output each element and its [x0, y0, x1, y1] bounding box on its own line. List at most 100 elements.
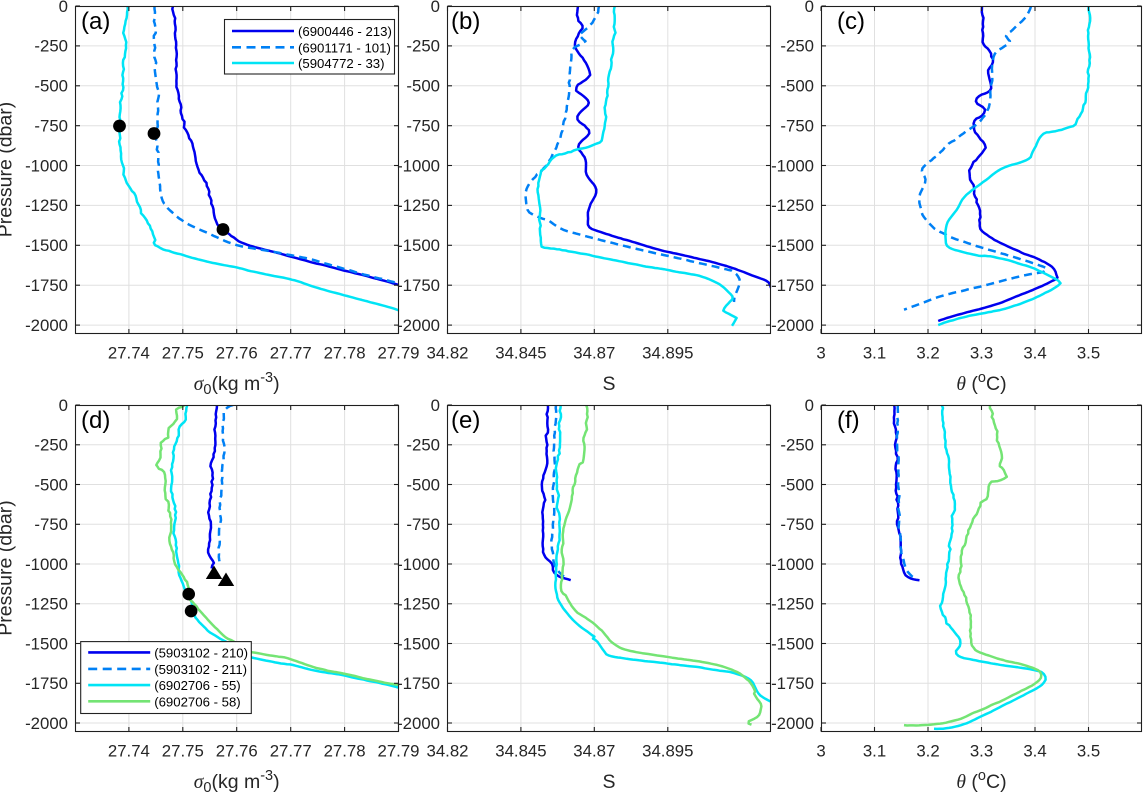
svg-text:-1000: -1000 — [397, 555, 440, 574]
svg-text:-750: -750 — [34, 117, 68, 136]
svg-text:(f): (f) — [837, 407, 860, 434]
svg-text:34.895: 34.895 — [642, 343, 693, 362]
svg-text:(6902706 - 58): (6902706 - 58) — [154, 694, 241, 709]
svg-text:34.82: 34.82 — [427, 343, 469, 362]
svg-text:3.2: 3.2 — [916, 343, 939, 362]
svg-text:-1250: -1250 — [397, 595, 440, 614]
svg-text:-1750: -1750 — [771, 276, 814, 295]
svg-text:-1250: -1250 — [771, 196, 814, 215]
svg-text:3.5: 3.5 — [1077, 343, 1100, 362]
svg-text:(5904772 - 33): (5904772 - 33) — [298, 56, 385, 71]
svg-text:27.74: 27.74 — [108, 741, 150, 760]
svg-text:27.77: 27.77 — [270, 343, 312, 362]
svg-text:-250: -250 — [780, 436, 814, 455]
svg-text:0: 0 — [805, 396, 814, 415]
svg-text:-1250: -1250 — [25, 196, 68, 215]
svg-text:-250: -250 — [34, 436, 68, 455]
svg-text:(5903102 - 211): (5903102 - 211) — [154, 662, 247, 677]
svg-text:34.845: 34.845 — [495, 741, 546, 760]
svg-text:27.78: 27.78 — [324, 343, 366, 362]
svg-text:-1250: -1250 — [25, 595, 68, 614]
svg-text:-1750: -1750 — [25, 276, 68, 295]
svg-text:-1000: -1000 — [397, 156, 440, 175]
svg-text:(5903102 - 210): (5903102 - 210) — [154, 645, 248, 660]
svg-text:-250: -250 — [34, 37, 68, 56]
svg-text:0: 0 — [431, 0, 440, 16]
svg-text:(6901171 - 101): (6901171 - 101) — [298, 40, 391, 55]
svg-text:0: 0 — [431, 396, 440, 415]
svg-text:Pressure (dbar): Pressure (dbar) — [0, 102, 17, 237]
svg-text:-500: -500 — [780, 77, 814, 96]
svg-text:-1000: -1000 — [771, 156, 814, 175]
svg-text:-2000: -2000 — [25, 714, 68, 733]
svg-text:-750: -750 — [34, 515, 68, 534]
svg-text:-500: -500 — [406, 77, 440, 96]
svg-text:27.75: 27.75 — [162, 741, 204, 760]
svg-text:-500: -500 — [34, 475, 68, 494]
svg-text:27.78: 27.78 — [324, 741, 366, 760]
svg-text:-2000: -2000 — [771, 714, 814, 733]
svg-text:-750: -750 — [780, 515, 814, 534]
svg-text:-750: -750 — [406, 515, 440, 534]
svg-text:3: 3 — [816, 741, 825, 760]
svg-text:(c): (c) — [837, 8, 865, 35]
svg-text:(6900446 - 213): (6900446 - 213) — [298, 24, 392, 39]
svg-text:-1250: -1250 — [771, 595, 814, 614]
svg-text:-1500: -1500 — [25, 236, 68, 255]
svg-text:(a): (a) — [81, 8, 110, 35]
svg-text:θ (oC): θ (oC) — [956, 370, 1006, 395]
svg-text:0: 0 — [805, 0, 814, 16]
svg-text:-1000: -1000 — [771, 555, 814, 574]
svg-text:σ0(kg m-3): σ0(kg m-3) — [194, 370, 280, 398]
svg-text:-2000: -2000 — [397, 316, 440, 335]
svg-text:27.79: 27.79 — [378, 343, 420, 362]
svg-text:0: 0 — [59, 0, 68, 16]
svg-text:27.79: 27.79 — [378, 741, 420, 760]
svg-text:-1000: -1000 — [25, 156, 68, 175]
svg-text:-1750: -1750 — [397, 276, 440, 295]
svg-text:-2000: -2000 — [397, 714, 440, 733]
svg-text:27.76: 27.76 — [216, 741, 258, 760]
svg-text:-500: -500 — [406, 475, 440, 494]
svg-text:(b): (b) — [451, 8, 480, 35]
svg-text:-1500: -1500 — [397, 236, 440, 255]
svg-text:-1500: -1500 — [771, 634, 814, 653]
svg-text:Pressure (dbar): Pressure (dbar) — [0, 500, 17, 635]
svg-text:3.5: 3.5 — [1077, 741, 1100, 760]
svg-text:27.75: 27.75 — [162, 343, 204, 362]
svg-text:S: S — [602, 771, 615, 793]
svg-text:-2000: -2000 — [25, 316, 68, 335]
svg-text:3: 3 — [816, 343, 825, 362]
svg-text:-2000: -2000 — [771, 316, 814, 335]
svg-text:3.3: 3.3 — [970, 741, 993, 760]
svg-text:-1500: -1500 — [25, 634, 68, 653]
svg-text:-750: -750 — [780, 117, 814, 136]
svg-text:3.4: 3.4 — [1023, 343, 1046, 362]
svg-text:-1750: -1750 — [771, 674, 814, 693]
svg-text:-750: -750 — [406, 117, 440, 136]
svg-text:-1750: -1750 — [25, 674, 68, 693]
svg-text:(6902706 - 55): (6902706 - 55) — [154, 678, 241, 693]
svg-text:-1250: -1250 — [397, 196, 440, 215]
svg-text:-500: -500 — [34, 77, 68, 96]
svg-text:3.2: 3.2 — [916, 741, 939, 760]
svg-text:-1000: -1000 — [25, 555, 68, 574]
svg-text:(e): (e) — [451, 407, 480, 434]
svg-text:S: S — [602, 373, 615, 395]
svg-text:34.87: 34.87 — [573, 343, 615, 362]
svg-text:34.895: 34.895 — [642, 741, 693, 760]
svg-text:0: 0 — [59, 396, 68, 415]
svg-text:3.3: 3.3 — [970, 343, 993, 362]
svg-text:-250: -250 — [406, 37, 440, 56]
svg-text:34.87: 34.87 — [573, 741, 615, 760]
svg-text:θ (oC): θ (oC) — [956, 768, 1006, 793]
svg-text:34.845: 34.845 — [495, 343, 546, 362]
svg-text:-250: -250 — [780, 37, 814, 56]
svg-text:(d): (d) — [81, 407, 110, 434]
svg-text:-1500: -1500 — [771, 236, 814, 255]
svg-text:27.76: 27.76 — [216, 343, 258, 362]
svg-text:-1500: -1500 — [397, 634, 440, 653]
svg-text:-1750: -1750 — [397, 674, 440, 693]
svg-text:-500: -500 — [780, 475, 814, 494]
svg-text:-250: -250 — [406, 436, 440, 455]
